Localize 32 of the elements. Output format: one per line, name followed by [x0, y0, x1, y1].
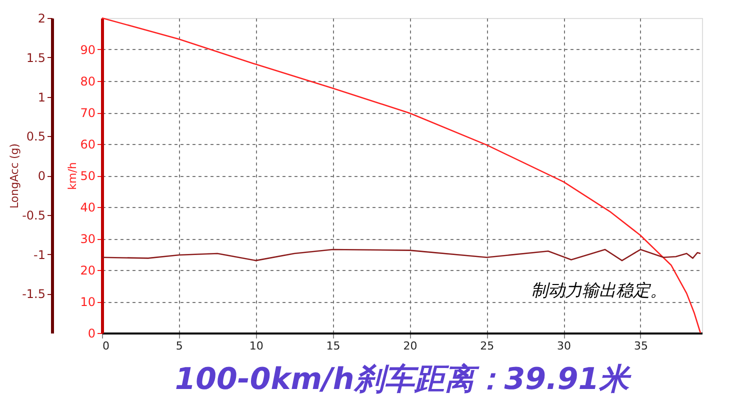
y-tick-label: 90 [80, 43, 96, 57]
x-tick-label: 30 [557, 340, 572, 352]
x-tick-label: 0 [102, 340, 110, 352]
y-tick-label: 30 [80, 232, 96, 246]
y-tick-label: 20 [80, 264, 96, 278]
line-series [101, 248, 702, 262]
y-tick-label: 70 [80, 106, 96, 120]
x-tick-label: 10 [249, 340, 264, 352]
y2-tick-label: -1 [34, 248, 46, 262]
y2-tick-label: 0 [38, 169, 46, 183]
y2-tick-label: -1.5 [22, 287, 46, 302]
y-tick-label: 50 [80, 169, 96, 183]
x-tick-label: 15 [326, 340, 340, 352]
y-tick-label: 0 [88, 326, 96, 340]
y2-tick-label: 0.5 [26, 130, 46, 144]
y2-tick-label: -0.5 [22, 208, 46, 222]
y-tick-label: 60 [80, 138, 96, 152]
y2-axis-title: LongAcc (g) [8, 143, 22, 209]
y2-tick-label: 1 [38, 90, 46, 104]
line-series [101, 17, 702, 334]
x-tick-label: 5 [176, 340, 183, 352]
y2-tick-label: 2 [38, 12, 46, 26]
y2-tick-label: 1.5 [26, 50, 46, 65]
x-tick-label: 25 [480, 340, 494, 352]
y-axis-title: km/h [66, 162, 80, 190]
y-tick-label: 40 [80, 200, 96, 214]
y-tick-label: 10 [80, 295, 96, 309]
x-tick-label: 20 [403, 340, 418, 352]
y-tick-label: 80 [80, 74, 96, 88]
x-tick-label: 35 [634, 340, 648, 352]
annotation: 制动力输出稳定。 [531, 281, 667, 301]
text: 100-0km/h刹车距离：39.91米 [174, 362, 632, 397]
